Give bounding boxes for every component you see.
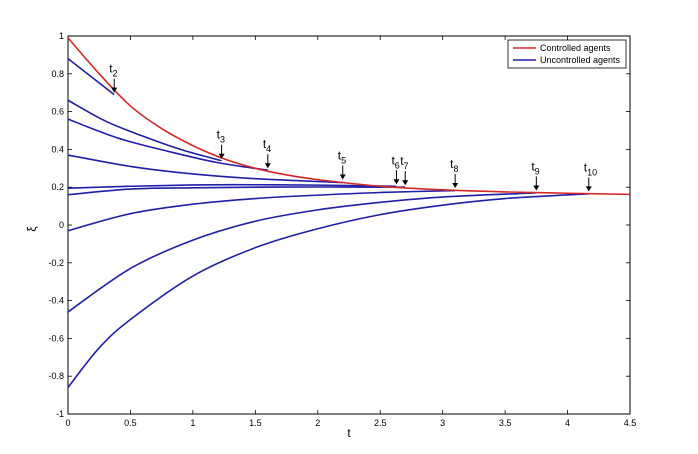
x-tick-label: 3: [440, 418, 445, 428]
y-tick-label: -0.4: [48, 296, 64, 306]
x-tick-label: 4.5: [624, 418, 637, 428]
y-tick-label: -1: [56, 409, 64, 419]
x-tick-label: 2: [315, 418, 320, 428]
legend: Controlled agents Uncontrolled agents: [508, 40, 626, 68]
x-tick-label: 0.5: [124, 418, 137, 428]
x-axis-label: t: [347, 426, 351, 440]
x-tick-label: 2.5: [374, 418, 387, 428]
x-tick-label: 4: [565, 418, 570, 428]
y-tick-label: 0.2: [51, 182, 64, 192]
y-tick-label: 0.8: [51, 69, 64, 79]
y-tick-label: -0.6: [48, 333, 64, 343]
y-tick-label: 0.4: [51, 144, 64, 154]
y-tick-label: 0: [59, 220, 64, 230]
y-tick-label: 0.6: [51, 107, 64, 117]
x-tick-label: 1.5: [249, 418, 262, 428]
y-axis-label: ξ: [25, 226, 39, 232]
x-tick-label: 0: [65, 418, 70, 428]
y-tick-label: -0.2: [48, 258, 64, 268]
x-tick-label: 1: [190, 418, 195, 428]
legend-label-controlled: Controlled agents: [540, 43, 611, 53]
y-tick-label: 1: [59, 31, 64, 41]
y-tick-label: -0.8: [48, 371, 64, 381]
legend-label-uncontrolled: Uncontrolled agents: [540, 55, 621, 65]
x-tick-label: 3.5: [499, 418, 512, 428]
plot-area: [68, 36, 630, 414]
